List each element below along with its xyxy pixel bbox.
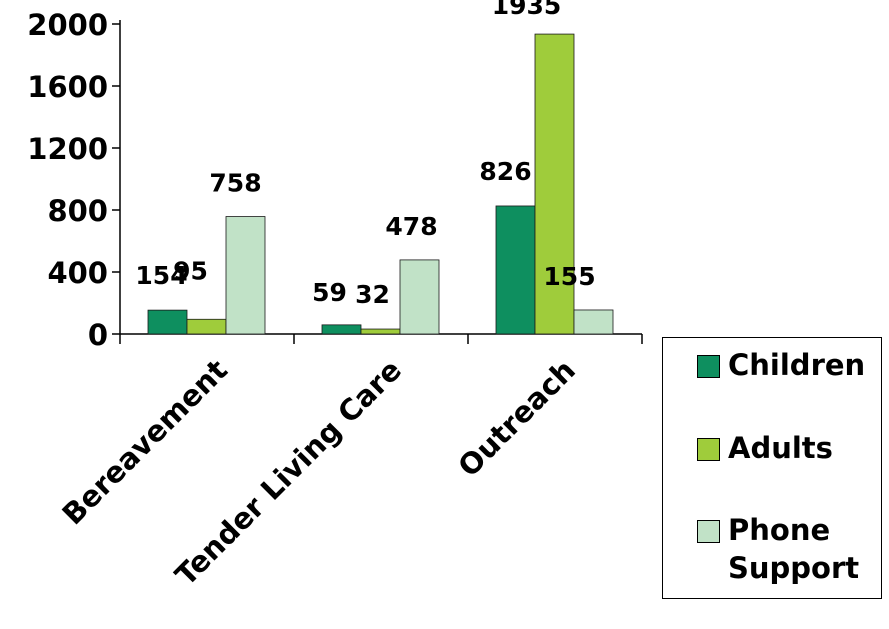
legend-swatch-phone-support	[697, 520, 720, 543]
legend-item-phone-support: Phone Support	[697, 511, 868, 587]
bar-phone-support-bereavement	[225, 216, 266, 335]
bar-phone-support-tender-living-care	[399, 259, 440, 335]
bar-children-outreach	[495, 205, 536, 335]
legend-swatch-adults	[697, 438, 720, 461]
data-label-children-outreach: 826	[479, 157, 531, 186]
category-label-bereavement: Bereavement	[56, 353, 234, 531]
y-tick-label: 1200	[27, 132, 108, 166]
y-tick-label: 0	[88, 318, 108, 352]
bars	[147, 33, 614, 335]
bar-children-bereavement	[147, 309, 188, 335]
data-label-phone-support-outreach: 155	[543, 262, 595, 291]
y-tick-label: 800	[47, 194, 108, 228]
legend-item-adults: Adults	[697, 429, 868, 467]
y-tick-label: 2000	[27, 8, 108, 42]
bar-adults-bereavement	[186, 318, 227, 335]
y-axis: 0 400 800 1200 1600 2000	[27, 8, 121, 352]
data-label-phone-support-tender-living-care: 478	[385, 212, 437, 241]
bar-children-tender-living-care	[321, 324, 362, 335]
legend: Children Adults Phone Support	[662, 337, 882, 599]
data-label-children-bereavement: 154	[135, 261, 187, 290]
bar-adults-outreach	[534, 33, 575, 335]
legend-item-children: Children	[697, 346, 868, 384]
category-label-outreach: Outreach	[451, 353, 581, 483]
data-label-children-tender-living-care: 59	[312, 278, 347, 307]
legend-swatch-children	[697, 355, 720, 378]
y-tick-label: 400	[47, 256, 108, 290]
bar-adults-tender-living-care	[360, 328, 401, 335]
legend-label-adults: Adults	[728, 431, 833, 465]
data-label-phone-support-bereavement: 758	[209, 169, 261, 198]
x-axis	[119, 333, 643, 344]
data-label-adults-outreach: 1935	[492, 0, 562, 20]
data-label-adults-bereavement: 95	[173, 256, 208, 285]
data-label-adults-tender-living-care: 32	[355, 280, 390, 309]
legend-label-phone-support: Phone Support	[728, 513, 860, 585]
bar-phone-support-outreach	[573, 309, 614, 335]
legend-label-children: Children	[728, 348, 866, 382]
y-tick-label: 1600	[27, 70, 108, 104]
